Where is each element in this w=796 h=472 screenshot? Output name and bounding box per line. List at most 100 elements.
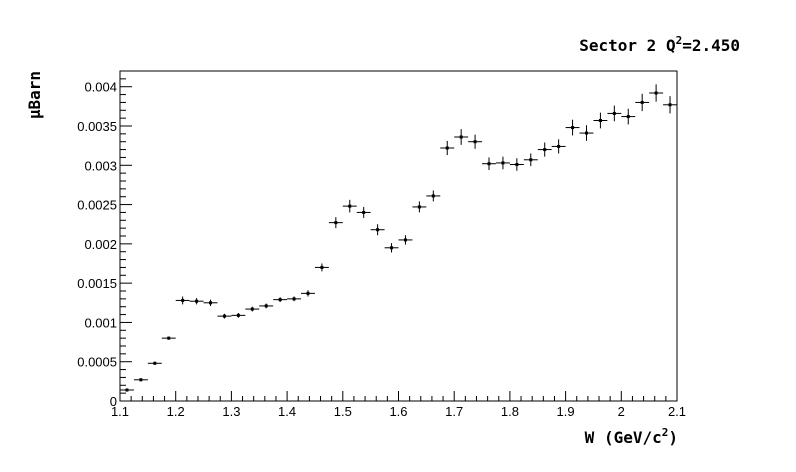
- marker: [334, 221, 338, 225]
- data-point: [635, 93, 650, 112]
- data-point: [412, 201, 427, 213]
- data-point: [314, 263, 329, 272]
- x-tick-label: 1.2: [167, 404, 185, 419]
- marker: [264, 304, 268, 308]
- marker: [209, 301, 213, 305]
- marker: [445, 146, 449, 150]
- y-axis: 0 0.0005 0.001 0.0015 0.002 0.0025 0.003 0.0035…: [77, 70, 132, 409]
- marker: [431, 194, 435, 198]
- data-point: [384, 243, 399, 253]
- marker: [167, 336, 171, 340]
- data-point: [370, 224, 385, 236]
- data-point: [356, 206, 371, 218]
- data-point: [482, 157, 496, 170]
- data-point: [273, 297, 288, 302]
- marker: [306, 291, 310, 295]
- marker: [501, 161, 505, 165]
- marker: [654, 91, 658, 95]
- data-point: [245, 306, 260, 312]
- data-point: [551, 139, 566, 154]
- marker: [626, 115, 630, 119]
- data-point: [607, 105, 622, 122]
- data-point: [565, 119, 580, 136]
- y-tick-label: 0.0025: [77, 198, 117, 213]
- marker: [181, 298, 185, 302]
- data-point: [495, 156, 510, 170]
- marker: [487, 162, 491, 166]
- data-point: [161, 336, 176, 340]
- data-point: [454, 129, 469, 145]
- data-point: [593, 112, 608, 129]
- data-point: [301, 290, 315, 297]
- data-point: [133, 378, 148, 382]
- data-point: [342, 199, 357, 213]
- x-tick-label: 1.1: [111, 404, 129, 419]
- marker: [236, 313, 240, 317]
- marker: [668, 103, 672, 107]
- marker: [515, 163, 519, 166]
- data-point: [468, 134, 483, 149]
- marker: [195, 299, 199, 303]
- data-point: [231, 313, 246, 318]
- marker: [557, 144, 561, 148]
- data-point: [328, 217, 343, 229]
- marker: [571, 126, 575, 130]
- y-tick-label: 0: [110, 394, 117, 409]
- marker: [125, 388, 129, 392]
- x-axis: 1.1 1.2 1.3 1.4 1.5 1.6 1.7 1.8 1.9 2 2.1: [111, 391, 686, 419]
- marker: [376, 228, 380, 232]
- y-tick-label: 0.004: [84, 80, 117, 95]
- marker: [584, 131, 588, 135]
- marker: [640, 100, 644, 104]
- marker: [139, 378, 143, 382]
- y-tick-label: 0.0035: [77, 119, 117, 134]
- x-tick-label: 2: [618, 404, 625, 419]
- data-point: [259, 303, 274, 309]
- y-tick-label: 0.001: [84, 315, 117, 330]
- data-point: [398, 235, 413, 245]
- marker: [612, 111, 616, 115]
- data-point: [147, 361, 162, 365]
- data-point: [120, 388, 134, 392]
- data-point: [440, 140, 455, 156]
- y-axis-label: µBarn: [25, 71, 44, 119]
- data-point: [189, 298, 204, 305]
- chart-title: Sector 2 Q2=2.450: [579, 34, 740, 55]
- data-point: [537, 142, 552, 157]
- marker: [390, 246, 394, 250]
- marker: [529, 158, 533, 162]
- marker: [417, 205, 421, 209]
- x-axis-label: W (GeV/c2): [585, 426, 678, 447]
- marker: [292, 297, 296, 301]
- marker: [362, 210, 366, 214]
- marker: [153, 361, 157, 365]
- y-tick-label: 0.0005: [77, 355, 117, 370]
- x-tick-label: 1.3: [222, 404, 240, 419]
- data-point: [287, 296, 302, 302]
- marker: [278, 298, 282, 302]
- x-tick-label: 1.7: [445, 404, 463, 419]
- marker: [543, 148, 547, 152]
- data-points: [120, 84, 677, 392]
- marker: [598, 119, 602, 122]
- data-point: [217, 313, 232, 319]
- x-tick-label: 2.1: [668, 404, 686, 419]
- marker: [459, 135, 463, 139]
- data-point: [509, 158, 524, 171]
- y-tick-label: 0.002: [84, 237, 117, 252]
- marker: [222, 314, 226, 318]
- x-tick-label: 1.6: [389, 404, 407, 419]
- marker: [320, 265, 324, 269]
- data-point: [175, 296, 190, 305]
- x-tick-label: 1.5: [334, 404, 352, 419]
- data-point: [426, 190, 441, 202]
- marker: [403, 238, 407, 242]
- data-point: [203, 299, 218, 306]
- marker: [250, 307, 254, 311]
- x-tick-label: 1.9: [557, 404, 575, 419]
- y-tick-label: 0.0015: [77, 276, 117, 291]
- x-tick-label: 1.8: [501, 404, 519, 419]
- marker: [348, 204, 352, 208]
- data-point: [579, 125, 594, 141]
